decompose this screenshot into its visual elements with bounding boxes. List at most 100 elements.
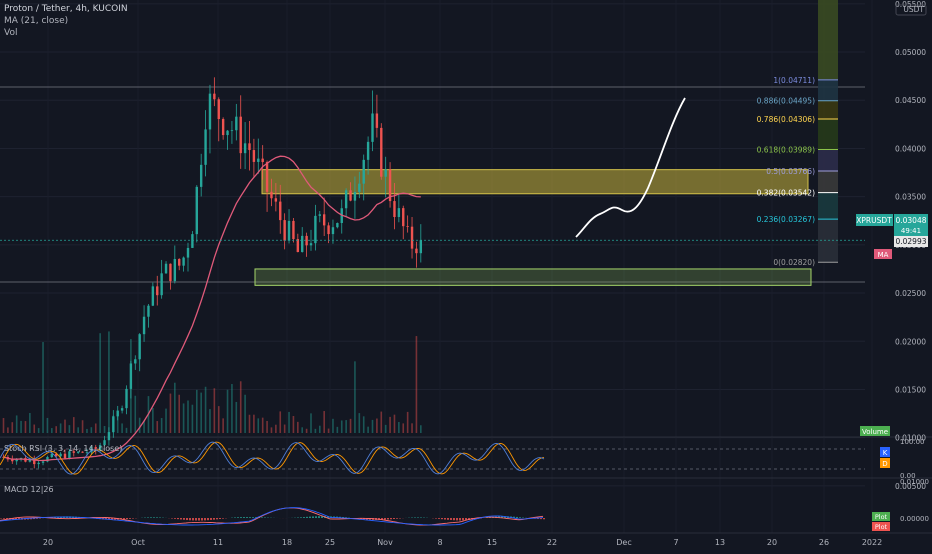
candle-body bbox=[143, 317, 145, 334]
candle-body bbox=[345, 190, 347, 208]
price-tick: 0.05000 bbox=[895, 48, 926, 57]
candle-body bbox=[371, 114, 373, 142]
volume-bar bbox=[99, 333, 101, 433]
stoch-label: Stoch RSI (3, 3, 14, 14, close) bbox=[4, 444, 122, 453]
time-tick: 2022 bbox=[862, 538, 882, 547]
ma-value: 0.02993 bbox=[895, 237, 926, 246]
fib-band bbox=[818, 119, 838, 150]
macd-hist bbox=[213, 518, 215, 520]
volume-bar bbox=[174, 383, 176, 433]
candle-body bbox=[174, 259, 176, 281]
candle-body bbox=[147, 306, 149, 317]
volume-bar bbox=[411, 423, 413, 433]
candle-body bbox=[275, 198, 277, 201]
volume-bar bbox=[73, 417, 75, 433]
candle-body bbox=[165, 264, 167, 274]
volume-bar bbox=[227, 390, 229, 433]
volume-bar bbox=[11, 422, 13, 433]
macd-hist bbox=[132, 518, 134, 519]
candle-body bbox=[209, 94, 211, 130]
price-tick: 0.02000 bbox=[895, 337, 926, 346]
macd-hist bbox=[453, 518, 455, 520]
macd-hist bbox=[417, 517, 419, 518]
volume-bar bbox=[222, 418, 224, 433]
time-tick: 20 bbox=[767, 538, 777, 547]
time-tick: 7 bbox=[673, 538, 678, 547]
symbol-tag: XPRUSDT bbox=[856, 216, 892, 225]
macd-hist bbox=[318, 516, 320, 518]
volume-bar bbox=[214, 388, 216, 433]
volume-bar bbox=[394, 415, 396, 433]
fib-band bbox=[818, 150, 838, 171]
candle-body bbox=[134, 359, 136, 363]
macd-tick: 0.00000 bbox=[900, 515, 929, 523]
candle-body bbox=[327, 225, 329, 234]
volume-bar bbox=[108, 331, 110, 433]
macd-hist bbox=[195, 518, 197, 521]
candle-body bbox=[323, 214, 325, 225]
volume-bar bbox=[288, 412, 290, 433]
candle-body bbox=[112, 416, 114, 432]
candle-body bbox=[42, 461, 44, 462]
candle-body bbox=[301, 236, 303, 252]
candle-body bbox=[235, 117, 237, 131]
volume-bar bbox=[385, 425, 387, 433]
candle-body bbox=[182, 258, 184, 266]
macd-plot-tag: Plot bbox=[875, 513, 888, 521]
macd-hist bbox=[180, 518, 182, 519]
volume-bar bbox=[183, 403, 185, 433]
volume-bar bbox=[196, 390, 198, 433]
macd-hist bbox=[519, 517, 521, 518]
macd-hist bbox=[150, 517, 152, 518]
candle-body bbox=[363, 160, 365, 184]
candle-body bbox=[380, 128, 382, 177]
time-tick: 26 bbox=[819, 538, 829, 547]
candle-body bbox=[200, 165, 202, 187]
vol-legend[interactable]: Vol bbox=[4, 27, 128, 39]
fib-label: 0.786(0.04306) bbox=[757, 115, 815, 124]
macd-hist bbox=[516, 517, 518, 518]
volume-bar bbox=[297, 422, 299, 433]
candle-body bbox=[226, 131, 228, 135]
macd-hist bbox=[153, 517, 155, 518]
volume-bar bbox=[416, 336, 418, 433]
volume-bar bbox=[293, 416, 295, 433]
volume-bar bbox=[178, 395, 180, 433]
stoch-tick: 100.00 bbox=[900, 438, 925, 446]
currency-label: USDT bbox=[903, 5, 924, 14]
volume-bar bbox=[306, 429, 308, 433]
time-tick: 15 bbox=[487, 538, 497, 547]
macd-hist bbox=[237, 517, 239, 518]
volume-bar bbox=[16, 415, 18, 433]
volume-bar bbox=[367, 427, 369, 433]
fib-band bbox=[818, 193, 838, 220]
volume-bar bbox=[359, 413, 361, 433]
time-tick: 13 bbox=[715, 538, 725, 547]
macd-label: MACD 12|26 bbox=[4, 485, 54, 494]
volume-bar bbox=[398, 422, 400, 433]
volume-bar bbox=[249, 415, 251, 433]
ma-legend[interactable]: MA (21, close) bbox=[4, 15, 128, 27]
macd-tick: 0.01000 bbox=[900, 478, 929, 486]
macd-hist bbox=[192, 518, 194, 520]
candle-body bbox=[37, 463, 39, 464]
macd-hist bbox=[201, 518, 203, 520]
candle-body bbox=[257, 159, 259, 162]
time-tick: 18 bbox=[282, 538, 292, 547]
volume-bar bbox=[266, 421, 268, 433]
volume-bar bbox=[64, 420, 66, 433]
volume-bar bbox=[380, 412, 382, 433]
candle-body bbox=[358, 184, 360, 192]
volume-bar bbox=[402, 423, 404, 433]
macd-hist bbox=[183, 518, 185, 520]
macd-hist bbox=[156, 517, 158, 518]
volume-bar bbox=[25, 421, 27, 433]
symbol-title[interactable]: Proton / Tether, 4h, KUCOIN bbox=[4, 3, 128, 15]
candle-body bbox=[121, 408, 123, 410]
macd-hist bbox=[252, 517, 254, 518]
fib-label: 0.886(0.04495) bbox=[757, 97, 815, 106]
volume-bar bbox=[240, 381, 242, 433]
candle-body bbox=[349, 190, 351, 200]
volume-bar bbox=[7, 427, 9, 433]
